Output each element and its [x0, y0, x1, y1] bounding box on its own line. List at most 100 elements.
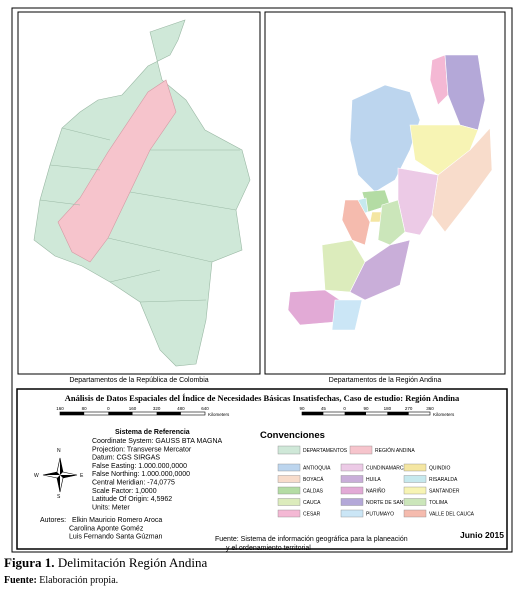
border [39, 199, 81, 206]
legend-swatch [277, 475, 301, 483]
scale-bar-segment [60, 412, 85, 415]
department [377, 199, 406, 246]
map-caption: Departamentos de la Región Andina [329, 377, 442, 384]
legend-label: CUNDINAMARCA [366, 466, 408, 472]
authors-label: Autores: [40, 517, 66, 524]
scale-label: 90 [363, 406, 369, 411]
department [409, 124, 479, 176]
map-caption: Departamentos de la República de Colombi… [69, 377, 208, 384]
reference-line: Central Meridian: -74,0775 [92, 480, 175, 487]
reference-line: Projection: Transverse Mercator [92, 446, 192, 453]
legend-label: ANTIOQUIA [303, 466, 331, 472]
border [129, 191, 237, 211]
legend-swatch [403, 463, 427, 472]
scale-unit: Kilometers [433, 412, 455, 417]
scale-label: 180 [384, 406, 392, 411]
department [331, 299, 363, 331]
compass [43, 458, 77, 492]
legend-label: QUINDIO [429, 466, 451, 472]
reference-line: Units: Meter [92, 504, 130, 511]
scale-unit: Kilometers [208, 412, 230, 417]
scale-bar-segment [108, 412, 133, 415]
border [107, 237, 213, 263]
legend-swatch [403, 486, 427, 495]
legend-swatch [277, 509, 301, 518]
scale-bar-segment [302, 412, 324, 415]
map-title: Análisis de Datos Espaciales del Índice … [65, 393, 460, 403]
compass-s: S [57, 494, 61, 500]
legend-label: DEPARTAMENTOS [303, 448, 348, 454]
scale-bar-segment [387, 412, 409, 415]
source-text: Elaboración propia. [39, 575, 118, 586]
reference-line: False Easting: 1.000.000,0000 [92, 463, 187, 470]
author: Carolina Aponte Goméz [69, 525, 144, 532]
legend-swatch [340, 486, 364, 495]
scale-label: 360 [426, 406, 434, 411]
scale-label: 90 [299, 406, 305, 411]
legend-label: PUTUMAYO [366, 512, 394, 518]
scale-label: 0 [107, 406, 110, 411]
scale-label: 80 [82, 406, 88, 411]
compass-n: N [57, 448, 61, 454]
department [341, 199, 371, 246]
border [61, 127, 111, 141]
scale-label: 480 [177, 406, 185, 411]
author: Elkin Mauricio Romero Aroca [72, 517, 162, 524]
reference-line: Coordinate System: GAUSS BTA MAGNA [92, 438, 223, 445]
legend-label: REGIÓN ANDINA [375, 447, 415, 454]
figure-source: Fuente: Elaboración propia. [4, 575, 118, 586]
reference-heading: Sistema de Referencia [115, 429, 190, 436]
figure-caption: Figura 1. Delimitación Región Andina [4, 555, 208, 570]
scale-label: 640 [201, 406, 209, 411]
scale-label: 320 [153, 406, 161, 411]
legend-label: NORTE DE SANTANDER [366, 500, 424, 506]
legend-label: BOYACÁ [303, 476, 324, 483]
department [349, 84, 421, 193]
compass-e: E [80, 473, 84, 479]
legend-label: SANTANDER [429, 489, 460, 495]
legend-label: CESAR [303, 512, 321, 518]
legend-title: Convenciones [260, 430, 325, 441]
legend-swatch [340, 463, 364, 472]
reference-line: Scale Factor: 1,0000 [92, 488, 157, 495]
compass-w: W [34, 473, 39, 479]
department [287, 289, 341, 326]
fuente: Fuente: Sistema de información geográfic… [215, 536, 408, 543]
legend-swatch [277, 463, 301, 472]
scale-label: 270 [405, 406, 413, 411]
caption-text: Delimitación Región Andina [58, 555, 208, 570]
legend-label: RISARALDA [429, 477, 458, 483]
reference-line: Latitude Of Origin: 4,5962 [92, 496, 172, 503]
caption-label: Figura 1. [4, 555, 55, 570]
scale-label: 0 [343, 406, 346, 411]
legend-swatch [340, 509, 364, 518]
legend-label: TOLIMA [429, 500, 448, 506]
border [109, 269, 161, 283]
andina-map [287, 54, 493, 331]
legend-swatch [349, 445, 373, 455]
department [429, 54, 449, 106]
colombia-map [33, 19, 251, 367]
scale-bar-segment [344, 412, 366, 415]
legend-label: CAUCA [303, 500, 321, 506]
legend-swatch [403, 509, 427, 518]
legend-swatch [340, 498, 364, 506]
legend-label: HUILA [366, 477, 381, 483]
legend-swatch [340, 475, 364, 483]
fuente: y el ordenamiento territorial [226, 545, 311, 552]
legend-swatch [277, 498, 301, 506]
reference-line: False Northing: 1.000.000,0000 [92, 471, 190, 478]
legend-swatch [277, 486, 301, 495]
legend-swatch [277, 445, 301, 455]
author: Luis Fernando Santa Gúzman [69, 534, 162, 541]
border [49, 164, 101, 171]
scale-label: 160 [56, 406, 64, 411]
scale-label: 45 [321, 406, 327, 411]
legend-swatch [403, 498, 427, 506]
scale-bar-segment [156, 412, 181, 415]
reference-line: Datum: CGS SIRGAS [92, 455, 160, 462]
date: Junio 2015 [460, 530, 504, 540]
legend-label: NARIÑO [366, 488, 386, 495]
frame [11, 7, 513, 553]
